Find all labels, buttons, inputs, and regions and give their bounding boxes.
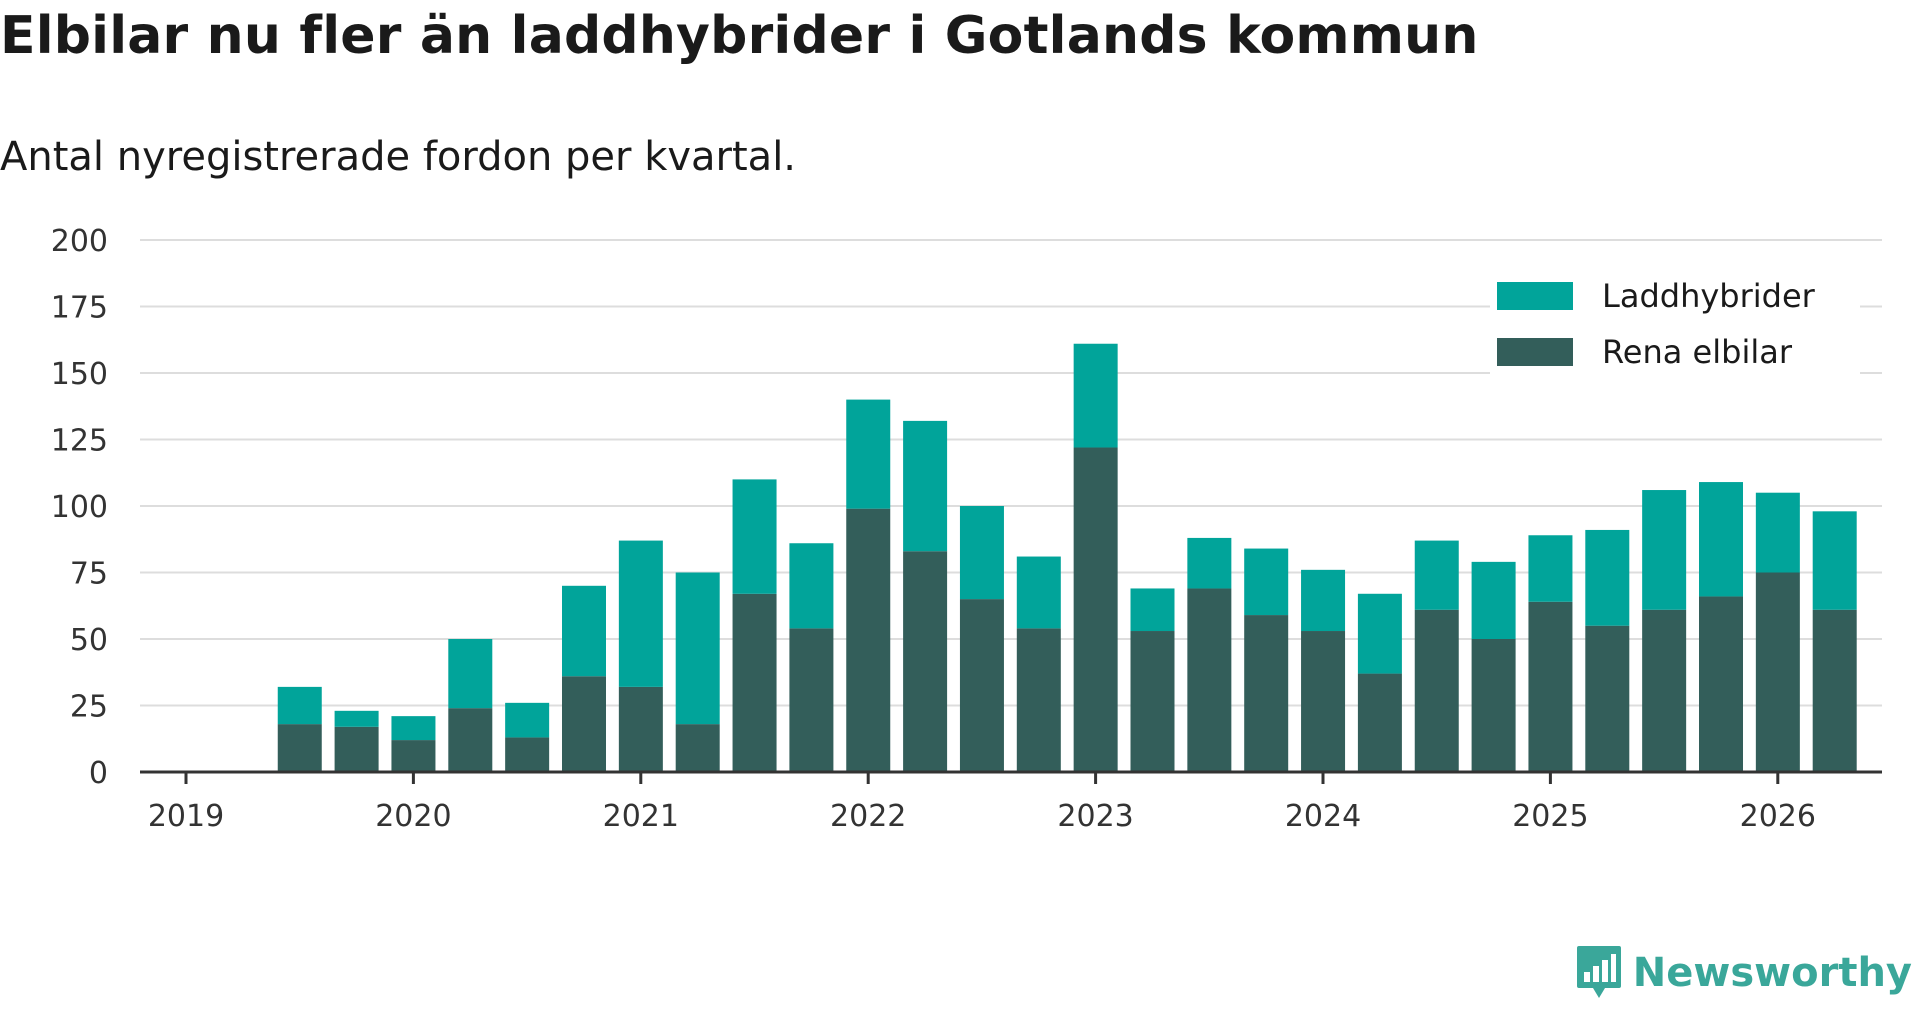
bar-laddhybrider-2021-q1 — [675, 572, 720, 725]
chart-subtitle: Antal nyregistrerade fordon per kvartal. — [0, 134, 797, 180]
bar-rena-elbilar-2019-q4 — [391, 740, 436, 772]
axes: 0 25 50 75 100 125 150 175 200 2019 2020 2021 2022 20… — [51, 224, 1882, 834]
bar-laddhybrider-2025-q1 — [1585, 529, 1630, 626]
bar-rena-elbilar-2020-q2 — [505, 737, 550, 772]
bar-laddhybrider-2020-q2 — [505, 702, 550, 738]
legend-label-laddhybrider: Laddhybrider — [1602, 277, 1816, 315]
x-tick-label-2020: 2020 — [375, 799, 451, 834]
bar-rena-elbilar-2023-q4 — [1301, 631, 1346, 772]
legend-swatch-laddhybrider — [1497, 282, 1573, 310]
y-tick-label-75: 75 — [70, 557, 108, 592]
bar-rena-elbilar-2024-q1 — [1357, 673, 1402, 772]
x-tick-label-2023: 2023 — [1057, 799, 1133, 834]
bar-laddhybrider-2019-q3 — [334, 710, 379, 727]
brand-logo-block: Newsworthy — [1575, 944, 1912, 1002]
bar-rena-elbilar-2020-q4 — [618, 686, 663, 772]
bar-laddhybrider-2022-q2 — [959, 506, 1004, 600]
x-tick-label-2026: 2026 — [1740, 799, 1816, 834]
legend-label-rena-elbilar: Rena elbilar — [1602, 333, 1793, 371]
bar-rena-elbilar-2021-q2 — [732, 593, 777, 772]
bar-laddhybrider-2026-q1 — [1812, 511, 1857, 610]
bar-laddhybrider-2021-q3 — [789, 543, 834, 629]
bar-rena-elbilar-2025-q2 — [1642, 609, 1687, 772]
y-tick-label-125: 125 — [51, 424, 108, 459]
bar-rena-elbilar-2024-q2 — [1414, 609, 1459, 772]
bar-laddhybrider-2022-q1 — [903, 420, 948, 552]
y-tick-label-175: 175 — [51, 291, 108, 326]
bar-rena-elbilar-2022-q3 — [1016, 628, 1061, 772]
bar-laddhybrider-2024-q4 — [1528, 535, 1573, 602]
bar-laddhybrider-2025-q3 — [1699, 482, 1743, 597]
bar-laddhybrider-2024-q3 — [1471, 561, 1516, 639]
bar-rena-elbilar-2021-q4 — [846, 508, 891, 772]
x-tick-label-2024: 2024 — [1285, 799, 1361, 834]
bar-laddhybrider-2023-q4 — [1301, 569, 1346, 632]
bar-rena-elbilar-2020-q1 — [448, 708, 493, 772]
x-tick-label-2019: 2019 — [148, 799, 224, 834]
bar-rena-elbilar-2024-q4 — [1528, 601, 1573, 772]
legend: Laddhybrider Rena elbilar — [1490, 268, 1860, 380]
bar-laddhybrider-2025-q4 — [1755, 492, 1800, 573]
bar-laddhybrider-2020-q4 — [618, 540, 663, 687]
bar-laddhybrider-2021-q2 — [732, 479, 777, 594]
x-tick-label-2022: 2022 — [830, 799, 906, 834]
bar-rena-elbilar-2026-q1 — [1812, 609, 1857, 772]
x-tick-label-2021: 2021 — [603, 799, 679, 834]
bar-laddhybrider-2020-q3 — [562, 585, 606, 677]
bar-rena-elbilar-2022-q4 — [1073, 447, 1118, 772]
bar-laddhybrider-2024-q1 — [1357, 593, 1402, 674]
y-tick-label-25: 25 — [70, 690, 108, 725]
x-tick-label-2025: 2025 — [1512, 799, 1588, 834]
bar-rena-elbilar-2023-q2 — [1187, 588, 1232, 772]
bar-rena-elbilar-2025-q4 — [1755, 572, 1800, 772]
brand-name: Newsworthy — [1632, 950, 1912, 996]
y-tick-label-0: 0 — [89, 756, 108, 791]
bar-laddhybrider-2020-q1 — [448, 639, 493, 709]
bar-laddhybrider-2025-q2 — [1642, 490, 1687, 610]
chart-title: Elbilar nu fler än laddhybrider i Gotlan… — [0, 6, 1479, 66]
bar-rena-elbilar-2021-q1 — [675, 724, 720, 772]
bar-rena-elbilar-2025-q1 — [1585, 625, 1630, 772]
bar-rena-elbilar-2022-q1 — [903, 551, 948, 772]
bar-rena-elbilar-2022-q2 — [959, 599, 1004, 772]
bar-rena-elbilar-2019-q2 — [277, 724, 322, 772]
bar-rena-elbilar-2021-q3 — [789, 628, 834, 772]
bar-laddhybrider-2024-q2 — [1414, 540, 1459, 610]
bar-laddhybrider-2019-q2 — [277, 686, 322, 725]
bar-rena-elbilar-2025-q3 — [1699, 596, 1743, 772]
bar-laddhybrider-2022-q3 — [1016, 556, 1061, 629]
bar-laddhybrider-2023-q1 — [1130, 588, 1175, 632]
bar-rena-elbilar-2023-q1 — [1130, 631, 1175, 772]
bar-laddhybrider-2021-q4 — [846, 399, 891, 509]
bar-rena-elbilar-2023-q3 — [1244, 615, 1289, 772]
bars — [277, 343, 1857, 772]
bar-laddhybrider-2023-q3 — [1244, 548, 1289, 616]
bar-rena-elbilar-2019-q3 — [334, 726, 379, 772]
bar-rena-elbilar-2020-q3 — [562, 676, 606, 772]
bar-laddhybrider-2022-q4 — [1073, 343, 1118, 448]
y-tick-label-50: 50 — [70, 623, 108, 658]
y-tick-label-100: 100 — [51, 490, 108, 525]
legend-swatch-rena-elbilar — [1497, 338, 1573, 366]
y-tick-label-200: 200 — [51, 224, 108, 259]
bar-chart-speech-bubble-icon — [1576, 946, 1621, 998]
y-tick-label-150: 150 — [51, 357, 108, 392]
bar-laddhybrider-2019-q4 — [391, 716, 436, 741]
bar-rena-elbilar-2024-q3 — [1471, 639, 1516, 772]
bar-laddhybrider-2023-q2 — [1187, 537, 1232, 589]
